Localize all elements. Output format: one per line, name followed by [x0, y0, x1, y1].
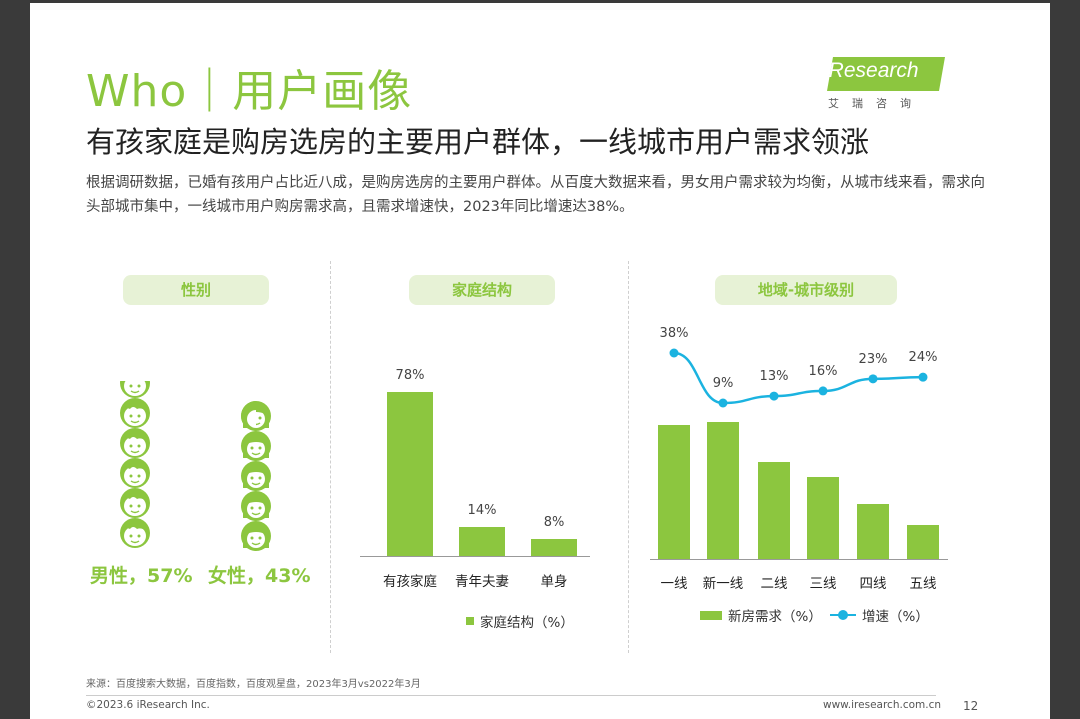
girl-face-icon [239, 428, 273, 462]
demand-bar [857, 503, 889, 559]
family-x-axis [360, 556, 590, 557]
girl-face-icon [239, 458, 273, 492]
demand-bar [907, 524, 939, 559]
growth-point [718, 398, 728, 408]
family-category-label: 有孩家庭 [383, 574, 437, 590]
website-link[interactable]: www.iresearch.com.cn [823, 699, 942, 711]
panel-title-region: 地域-城市级别 [715, 275, 897, 305]
boy-face-icon [118, 456, 152, 490]
source-note: 来源：百度搜索大数据，百度指数，百度观星盘，2023年3月vs2022年3月 [86, 679, 421, 690]
girl-face-icon [239, 518, 273, 552]
boy-face-icon [118, 486, 152, 520]
family-value-label: 78% [395, 368, 425, 383]
city-category-label: 一线 [660, 576, 688, 592]
logo-sub-text: 艾瑞咨询 [828, 97, 924, 110]
demand-bar [707, 422, 739, 559]
logo-brand-text: iResearch [824, 59, 919, 82]
family-category-label: 青年夫妻 [455, 574, 509, 590]
legend-label-family: 家庭结构（%） [480, 615, 574, 631]
demand-bar [658, 424, 690, 559]
city-category-label: 四线 [859, 576, 887, 592]
demand-bar [758, 461, 790, 559]
panel-title-gender: 性别 [123, 275, 269, 305]
growth-line-svg: 38% 9% 13% 16% 23% 24% [660, 326, 938, 408]
page-title: Who｜用户画像 [86, 66, 413, 117]
demand-bar [807, 477, 839, 559]
panel-title-family: 家庭结构 [409, 275, 555, 305]
boy-face-icon [118, 426, 152, 460]
city-category-label: 三线 [809, 576, 837, 592]
girl-face-icon [239, 488, 273, 522]
description-text: 根据调研数据，已婚有孩用户占比近八成，是购房选房的主要用户群体。从百度大数据来看… [86, 175, 985, 215]
footer-rule [86, 695, 936, 696]
report-slide: Who｜用户画像 iResearch 艾瑞咨询 有孩家庭是购房选房的主要用户群体… [30, 3, 1050, 719]
family-bar [387, 392, 433, 556]
legend-swatch-growth [830, 610, 856, 620]
girl-face-icon [239, 399, 256, 427]
boy-face-icon [118, 396, 152, 430]
city-x-axis [650, 559, 948, 560]
page-number: 12 [963, 699, 979, 713]
city-legend-line: 增速（%） [830, 605, 929, 625]
growth-point [769, 391, 779, 401]
panel-divider-1 [330, 261, 331, 653]
family-category-label: 单身 [540, 574, 568, 590]
boy-face-icon [118, 381, 152, 400]
legend-swatch-demand [700, 610, 722, 620]
family-bar [531, 539, 577, 556]
legend-label-growth: 增速（%） [862, 609, 929, 625]
family-value-label: 8% [543, 515, 565, 531]
panel-divider-2 [628, 261, 629, 653]
female-share-label: 女性，43% [208, 565, 311, 587]
growth-value-label: 9% [713, 376, 734, 391]
copyright-text: ©2023.6 iResearch Inc. [86, 699, 210, 711]
growth-point [918, 372, 928, 382]
growth-value-label: 16% [809, 364, 838, 379]
city-category-label: 二线 [760, 576, 788, 592]
city-legend-bar: 新房需求（%） [700, 605, 822, 625]
male-share-label: 男性，57% [90, 565, 193, 587]
headline: 有孩家庭是购房选房的主要用户群体，一线城市用户需求领涨 [86, 125, 870, 159]
city-category-label: 五线 [909, 576, 937, 592]
growth-value-label: 24% [909, 350, 938, 365]
growth-value-label: 13% [760, 369, 789, 384]
growth-value-label: 23% [859, 352, 888, 367]
family-legend: 家庭结构（%） [466, 611, 574, 631]
family-bar [459, 526, 505, 556]
city-category-label: 新一线 [702, 576, 744, 592]
growth-value-label: 38% [660, 326, 689, 341]
legend-swatch-family [466, 617, 474, 625]
boy-face-icon [118, 516, 152, 550]
legend-label-demand: 新房需求（%） [728, 609, 822, 625]
family-value-label: 14% [467, 502, 497, 518]
growth-point [818, 386, 828, 396]
growth-point [669, 348, 679, 358]
growth-point [868, 374, 878, 384]
iresearch-logo: iResearch 艾瑞咨询 [824, 55, 945, 113]
